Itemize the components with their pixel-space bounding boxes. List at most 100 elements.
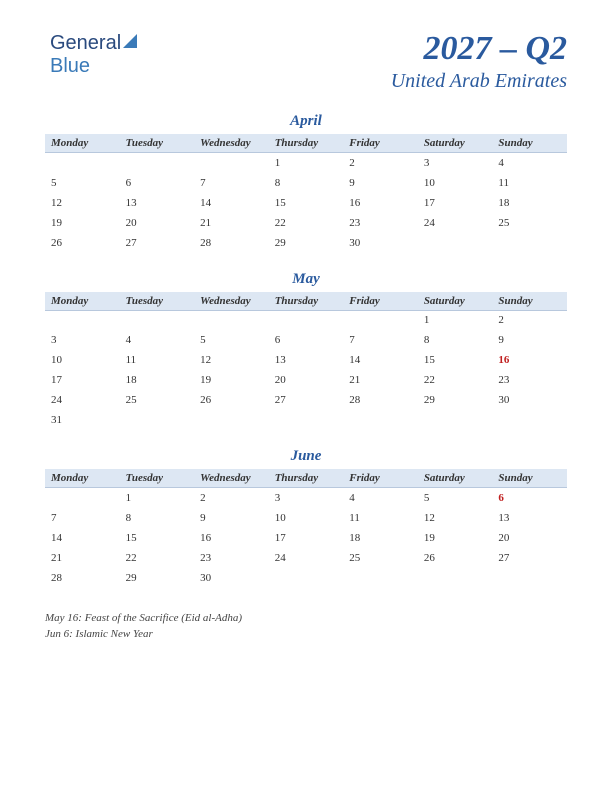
calendar-cell: 22 (418, 370, 493, 390)
logo-triangle-icon (123, 34, 137, 48)
calendar-cell (343, 410, 418, 430)
calendar-cell: 10 (269, 508, 344, 528)
calendar-cell: 29 (120, 568, 195, 588)
day-header: Monday (45, 134, 120, 153)
calendar-cell (492, 233, 567, 253)
calendar-cell (418, 568, 493, 588)
calendar-cell: 8 (418, 330, 493, 350)
calendar-cell: 14 (343, 350, 418, 370)
calendar-cell: 11 (492, 173, 567, 193)
day-header: Monday (45, 469, 120, 488)
day-header: Friday (343, 292, 418, 311)
calendar-cell: 21 (343, 370, 418, 390)
calendar-cell (418, 233, 493, 253)
calendar-cell: 3 (269, 488, 344, 508)
calendar-cell: 20 (492, 528, 567, 548)
month-name: April (45, 113, 567, 130)
calendar-cell (120, 410, 195, 430)
calendar-row: 123456 (45, 488, 567, 508)
calendar-row: 282930 (45, 568, 567, 588)
calendar-cell: 14 (45, 528, 120, 548)
calendar-cell (45, 153, 120, 173)
day-header: Thursday (269, 134, 344, 153)
calendar-cell: 6 (120, 173, 195, 193)
day-header: Thursday (269, 292, 344, 311)
calendar-cell: 4 (343, 488, 418, 508)
calendar-cell (492, 568, 567, 588)
calendar-table: MondayTuesdayWednesdayThursdayFridaySatu… (45, 292, 567, 431)
calendar-cell: 4 (492, 153, 567, 173)
calendar-cell: 24 (45, 390, 120, 410)
calendar-cell: 25 (492, 213, 567, 233)
calendar-cell (45, 488, 120, 508)
day-header: Friday (343, 469, 418, 488)
calendar-cell: 19 (194, 370, 269, 390)
calendar-cell: 27 (269, 390, 344, 410)
calendar-cell: 11 (120, 350, 195, 370)
calendar-cell: 6 (269, 330, 344, 350)
calendar-cell: 21 (194, 213, 269, 233)
calendar-cell (194, 410, 269, 430)
day-header: Sunday (492, 292, 567, 311)
calendar-cell: 26 (194, 390, 269, 410)
calendar-cell: 9 (343, 173, 418, 193)
calendar-cell: 20 (269, 370, 344, 390)
calendar-cell: 9 (194, 508, 269, 528)
calendar-cell: 1 (269, 153, 344, 173)
calendar-cell: 28 (343, 390, 418, 410)
logo: General Blue (50, 32, 137, 78)
month-name: May (45, 271, 567, 288)
logo-text-1: General (50, 32, 121, 54)
calendar-cell: 22 (269, 213, 344, 233)
calendar-cell: 27 (120, 233, 195, 253)
calendar-cell: 5 (45, 173, 120, 193)
calendar-cell: 30 (343, 233, 418, 253)
calendar-row: 1234 (45, 153, 567, 173)
day-header: Wednesday (194, 469, 269, 488)
day-header: Wednesday (194, 292, 269, 311)
calendar-cell: 1 (418, 310, 493, 330)
calendar-row: 12131415161718 (45, 193, 567, 213)
calendar-cell: 17 (45, 370, 120, 390)
month-block: MayMondayTuesdayWednesdayThursdayFridayS… (45, 271, 567, 431)
calendar-cell: 7 (45, 508, 120, 528)
calendar-cell: 18 (120, 370, 195, 390)
calendar-cell (120, 153, 195, 173)
calendar-cell: 19 (418, 528, 493, 548)
calendar-cell (194, 153, 269, 173)
day-header: Friday (343, 134, 418, 153)
calendar-cell: 15 (269, 193, 344, 213)
calendar-cell: 17 (269, 528, 344, 548)
calendar-cell: 2 (492, 310, 567, 330)
calendar-cell: 12 (418, 508, 493, 528)
calendar-cell: 16 (492, 350, 567, 370)
calendar-cell: 8 (120, 508, 195, 528)
calendar-cell: 28 (45, 568, 120, 588)
calendar-cell: 28 (194, 233, 269, 253)
month-block: JuneMondayTuesdayWednesdayThursdayFriday… (45, 448, 567, 588)
calendar-cell: 3 (45, 330, 120, 350)
calendar-cell: 23 (194, 548, 269, 568)
calendar-cell: 9 (492, 330, 567, 350)
calendar-cell: 6 (492, 488, 567, 508)
calendar-cell: 8 (269, 173, 344, 193)
day-header: Tuesday (120, 292, 195, 311)
calendar-cell: 10 (45, 350, 120, 370)
calendar-row: 17181920212223 (45, 370, 567, 390)
day-header: Monday (45, 292, 120, 311)
calendar-cell: 5 (418, 488, 493, 508)
calendar-row: 567891011 (45, 173, 567, 193)
calendar-row: 19202122232425 (45, 213, 567, 233)
day-header: Wednesday (194, 134, 269, 153)
calendar-cell: 13 (492, 508, 567, 528)
calendar-cell: 29 (418, 390, 493, 410)
calendar-row: 14151617181920 (45, 528, 567, 548)
calendar-cell: 22 (120, 548, 195, 568)
calendar-cell: 16 (343, 193, 418, 213)
calendar-cell: 26 (418, 548, 493, 568)
calendar-row: 2627282930 (45, 233, 567, 253)
calendar-cell: 29 (269, 233, 344, 253)
calendar-cell (418, 410, 493, 430)
day-header: Saturday (418, 292, 493, 311)
holiday-note-line: May 16: Feast of the Sacrifice (Eid al-A… (45, 610, 567, 627)
